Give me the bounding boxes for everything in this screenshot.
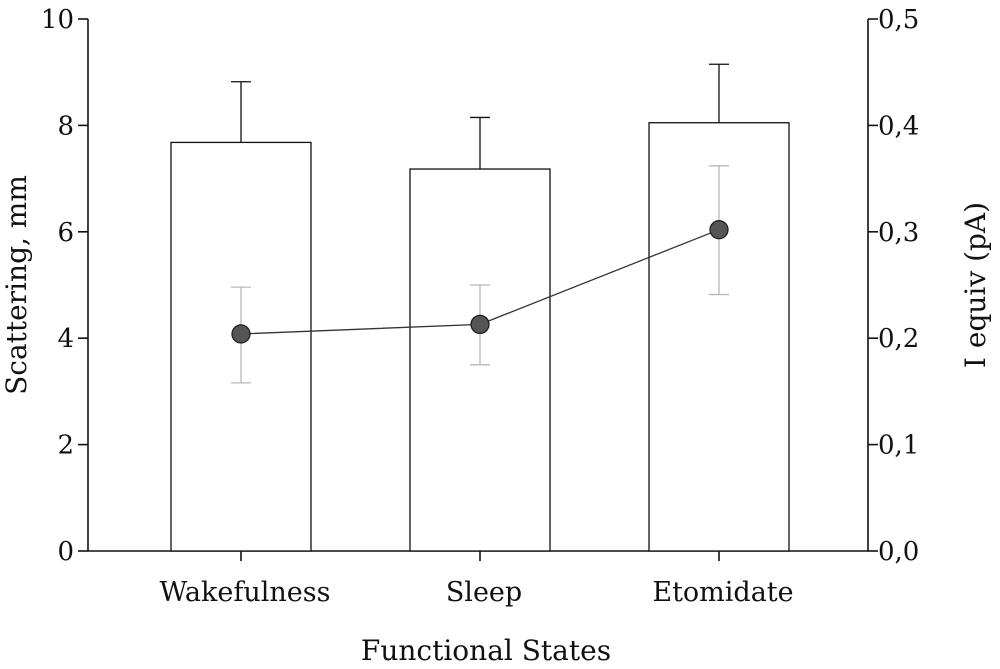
data-point [470,314,490,335]
right-y-tick-label: 0,2 [878,324,919,354]
left-y-tick-label: 4 [57,324,74,354]
left-y-axis-title: Scattering, mm [0,175,33,395]
line-series-layer [231,165,729,384]
ticks-layer: 0 2 4 6 8 10 0,0 0,1 0,2 0,3 0,4 0,5 Wakefulness Slee… [41,5,919,608]
right-y-axis-title: I equiv (pA) [959,202,992,368]
left-y-tick-label: 8 [57,111,74,141]
right-y-tick-label: 0,5 [878,5,919,35]
x-category-label: Etomidate [652,577,793,608]
x-category-label: Sleep [446,577,522,608]
right-y-tick-label: 0,1 [878,431,919,461]
right-y-tick-label: 0,4 [878,111,919,141]
right-y-tick-label: 0,0 [878,537,919,567]
x-axis-title: Functional States [361,634,611,667]
data-point [231,324,251,344]
x-category-label: Wakefulness [160,577,331,608]
left-y-tick-label: 6 [57,218,74,248]
left-y-tick-label: 2 [57,431,74,461]
data-point [709,220,729,240]
right-y-tick-label: 0,3 [878,218,919,248]
left-y-tick-label: 10 [41,5,74,35]
left-y-tick-label: 0 [57,537,74,567]
